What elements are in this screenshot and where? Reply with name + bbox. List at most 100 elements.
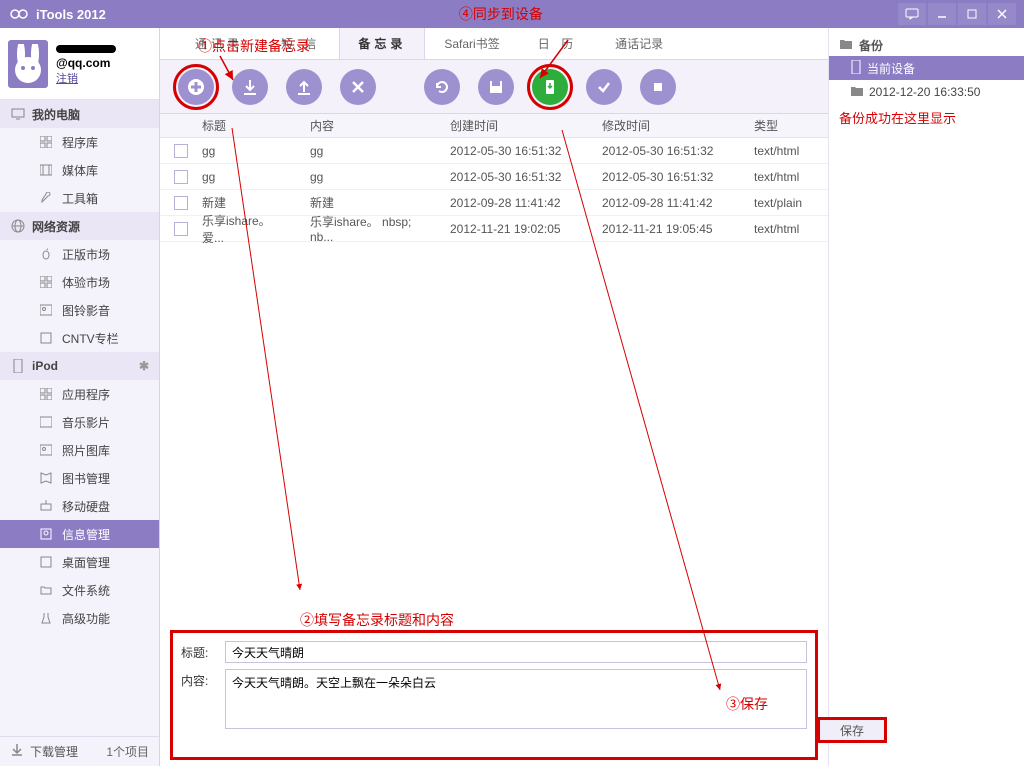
film-icon — [38, 414, 54, 430]
sidebar-item-photos[interactable]: 照片图库 — [0, 436, 159, 464]
minimize-icon[interactable] — [928, 3, 956, 25]
tab-sms[interactable]: 短 信 — [262, 28, 339, 59]
cell-created: 2012-05-30 16:51:32 — [444, 170, 596, 184]
sidebar-item-media[interactable]: 媒体库 — [0, 156, 159, 184]
new-button[interactable] — [178, 69, 214, 105]
refresh-button[interactable] — [424, 69, 460, 105]
section-ipod-label: iPod — [32, 359, 58, 373]
save-button[interactable]: 保存 — [817, 717, 887, 743]
sync-to-device-button[interactable] — [532, 69, 568, 105]
cell-title: gg — [196, 144, 304, 158]
main-panel: 通讯录 短 信 备忘录 Safari书签 日 历 通话记录 — [160, 28, 828, 766]
checkbox[interactable] — [174, 196, 188, 210]
tab-calendar[interactable]: 日 历 — [519, 28, 596, 59]
sidebar-item-trialmarket[interactable]: 体验市场 — [0, 268, 159, 296]
table-body: gggg2012-05-30 16:51:322012-05-30 16:51:… — [160, 138, 828, 242]
sidebar-item-books[interactable]: 图书管理 — [0, 464, 159, 492]
col-modified[interactable]: 修改时间 — [596, 117, 748, 134]
contact-icon — [38, 526, 54, 542]
sidebar-item-cntv[interactable]: CNTV专栏 — [0, 324, 159, 352]
sidebar-item-apps[interactable]: 应用程序 — [0, 380, 159, 408]
table-row[interactable]: gggg2012-05-30 16:51:322012-05-30 16:51:… — [160, 138, 828, 164]
sidebar-item-label: 工具箱 — [62, 190, 98, 207]
user-box: @qq.com 注销 — [0, 28, 159, 100]
col-created[interactable]: 创建时间 — [444, 117, 596, 134]
cell-content: 新建 — [304, 194, 444, 211]
backup-item[interactable]: 2012-12-20 16:33:50 — [829, 80, 1024, 104]
sidebar: @qq.com 注销 我的电脑 程序库 媒体库 工具箱 网络资源 正版市场 体验… — [0, 28, 160, 766]
delete-button[interactable] — [340, 69, 376, 105]
tab-safari[interactable]: Safari书签 — [425, 28, 518, 59]
sync-icon: ✱ — [139, 359, 149, 373]
tab-contacts[interactable]: 通讯录 — [176, 28, 262, 59]
cell-created: 2012-05-30 16:51:32 — [444, 144, 596, 158]
maximize-icon[interactable] — [958, 3, 986, 25]
sidebar-item-advanced[interactable]: 高级功能 — [0, 604, 159, 632]
download-icon — [10, 743, 24, 760]
toolbar — [160, 60, 828, 114]
sidebar-item-label: 音乐影片 — [62, 414, 110, 431]
sidebar-item-label: 桌面管理 — [62, 554, 110, 571]
editor-content-label: 内容: — [181, 669, 225, 689]
cell-content: gg — [304, 170, 444, 184]
sidebar-item-infomgmt[interactable]: 信息管理 — [0, 520, 159, 548]
col-content[interactable]: 内容 — [304, 117, 444, 134]
title-input[interactable] — [225, 641, 807, 663]
table-row[interactable]: 乐享ishare。 爱...乐享ishare。 nbsp; nb...2012-… — [160, 216, 828, 242]
sidebar-item-disk[interactable]: 移动硬盘 — [0, 492, 159, 520]
grid-icon — [38, 134, 54, 150]
section-network-label: 网络资源 — [32, 218, 80, 235]
sidebar-item-ringtones[interactable]: 图铃影音 — [0, 296, 159, 324]
tv-icon — [38, 330, 54, 346]
check-button[interactable] — [586, 69, 622, 105]
download-count: 1个项目 — [106, 743, 149, 760]
editor-title-label: 标题: — [181, 641, 225, 661]
import-button[interactable] — [232, 69, 268, 105]
checkbox[interactable] — [174, 144, 188, 158]
disk-icon — [38, 498, 54, 514]
col-title[interactable]: 标题 — [196, 117, 304, 134]
editor-pane: 标题: 内容: 保存 — [170, 630, 818, 760]
section-computer-label: 我的电脑 — [32, 106, 80, 123]
save-toolbar-button[interactable] — [478, 69, 514, 105]
stop-button[interactable] — [640, 69, 676, 105]
image-icon — [38, 302, 54, 318]
download-manager[interactable]: 下载管理 1个项目 — [0, 736, 159, 766]
cell-title: 新建 — [196, 194, 304, 211]
cell-modified: 2012-09-28 11:41:42 — [596, 196, 748, 210]
sidebar-item-label: 图铃影音 — [62, 302, 110, 319]
checkbox[interactable] — [174, 222, 188, 236]
feedback-icon[interactable] — [898, 3, 926, 25]
sidebar-item-music[interactable]: 音乐影片 — [0, 408, 159, 436]
backup-success-text: 备份成功在这里显示 — [829, 104, 1024, 131]
content-input[interactable] — [225, 669, 807, 729]
export-button[interactable] — [286, 69, 322, 105]
backup-header: 备份 — [829, 34, 1024, 56]
col-type[interactable]: 类型 — [748, 117, 828, 134]
checkbox[interactable] — [174, 170, 188, 184]
section-computer[interactable]: 我的电脑 — [0, 100, 159, 128]
monitor-icon — [10, 106, 26, 122]
sidebar-item-desktop[interactable]: 桌面管理 — [0, 548, 159, 576]
annotation-step4: ④同步到设备 — [106, 4, 896, 24]
wrench-icon — [38, 190, 54, 206]
tab-notes[interactable]: 备忘录 — [339, 28, 425, 59]
sidebar-item-appstore[interactable]: 正版市场 — [0, 240, 159, 268]
backup-current-label: 当前设备 — [867, 60, 915, 77]
backup-current-device[interactable]: 当前设备 — [829, 56, 1024, 80]
tab-calllog[interactable]: 通话记录 — [596, 28, 682, 59]
logout-link[interactable]: 注销 — [56, 70, 151, 86]
sidebar-item-programs[interactable]: 程序库 — [0, 128, 159, 156]
sidebar-item-label: 体验市场 — [62, 274, 110, 291]
cell-type: text/html — [748, 222, 828, 236]
section-ipod[interactable]: iPod ✱ — [0, 352, 159, 380]
cell-content: gg — [304, 144, 444, 158]
section-network[interactable]: 网络资源 — [0, 212, 159, 240]
folder-icon — [851, 85, 863, 99]
sidebar-item-label: 程序库 — [62, 134, 98, 151]
sidebar-item-tools[interactable]: 工具箱 — [0, 184, 159, 212]
table-row[interactable]: gggg2012-05-30 16:51:322012-05-30 16:51:… — [160, 164, 828, 190]
close-icon[interactable] — [988, 3, 1016, 25]
sidebar-item-label: CNTV专栏 — [62, 330, 119, 347]
sidebar-item-filesystem[interactable]: 文件系统 — [0, 576, 159, 604]
